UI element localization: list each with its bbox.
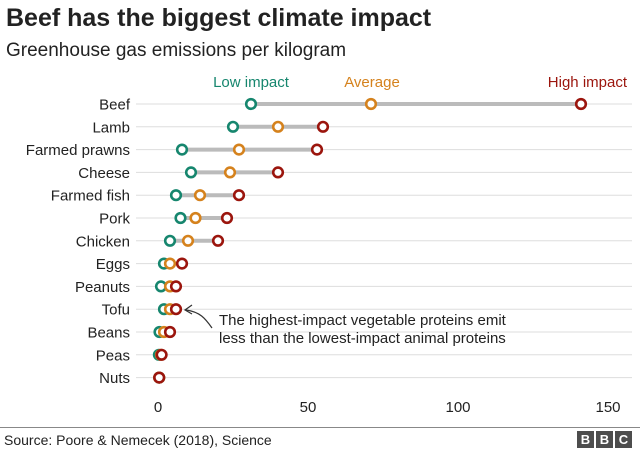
dot-high-impact: [153, 371, 166, 384]
dot-low-impact: [184, 166, 198, 179]
annotation-arrow: [185, 309, 213, 329]
dot-high-impact: [310, 143, 324, 156]
chart-subtitle: Greenhouse gas emissions per kilogram: [6, 40, 347, 61]
annotation-arrowhead: [183, 304, 193, 315]
dot-low-impact: [174, 211, 187, 225]
legend-high-impact: High impact: [548, 74, 628, 91]
category-label: Peanuts: [75, 279, 130, 296]
x-tick-label: 100: [445, 399, 470, 416]
dot-low-impact: [175, 143, 189, 156]
category-label: Peas: [96, 347, 130, 364]
dot-high-impact: [169, 280, 183, 293]
category-label: Farmed fish: [51, 188, 130, 205]
category-label: Beef: [99, 97, 131, 114]
annotation-line-2: less than the lowest-impact animal prote…: [219, 330, 506, 347]
dot-average: [163, 257, 177, 270]
dot-low-impact: [169, 189, 183, 202]
x-tick-label: 0: [154, 399, 162, 416]
chart-title: Beef has the biggest climate impact: [6, 4, 432, 32]
category-label: Farmed prawns: [26, 142, 130, 159]
category-label: Eggs: [96, 256, 130, 273]
dot-low-impact: [226, 120, 240, 133]
annotation-line-1: The highest-impact vegetable proteins em…: [219, 312, 507, 329]
dot-high-impact: [232, 189, 246, 202]
dot-high-impact: [271, 166, 285, 179]
x-tick-label: 50: [300, 399, 317, 416]
legend-low-impact: Low impact: [213, 74, 290, 91]
dot-high-impact: [316, 120, 330, 133]
dot-average: [232, 143, 246, 156]
dot-average: [193, 189, 207, 202]
dot-high-impact: [163, 325, 177, 339]
dot-high-impact: [211, 234, 225, 247]
legend-average: Average: [344, 74, 400, 91]
dot-high-impact: [220, 211, 234, 225]
dot-high-impact: [169, 303, 183, 316]
dot-average: [364, 97, 378, 111]
category-label: Lamb: [92, 119, 130, 136]
dot-high-impact: [155, 348, 168, 361]
dot-low-impact: [244, 97, 258, 111]
category-label: Tofu: [102, 302, 130, 319]
dot-average: [271, 120, 285, 133]
category-label: Chicken: [76, 233, 130, 250]
chart: Beef Lamb Farmed prawns Cheese Farmed fish Po…: [26, 74, 632, 416]
category-label: Pork: [99, 211, 130, 228]
category-label: Cheese: [78, 165, 130, 182]
dot-high-impact: [175, 257, 189, 270]
dot-average: [223, 166, 237, 179]
dot-average: [181, 234, 195, 247]
source-note: Source: Poore & Nemecek (2018), Science: [4, 432, 272, 448]
category-label: Nuts: [99, 370, 130, 387]
dot-low-impact: [163, 234, 177, 247]
dot-high-impact: [574, 97, 588, 111]
dot-average: [189, 211, 202, 225]
category-label: Beans: [87, 325, 130, 342]
footer-divider: [0, 427, 640, 428]
x-tick-label: 150: [595, 399, 620, 416]
